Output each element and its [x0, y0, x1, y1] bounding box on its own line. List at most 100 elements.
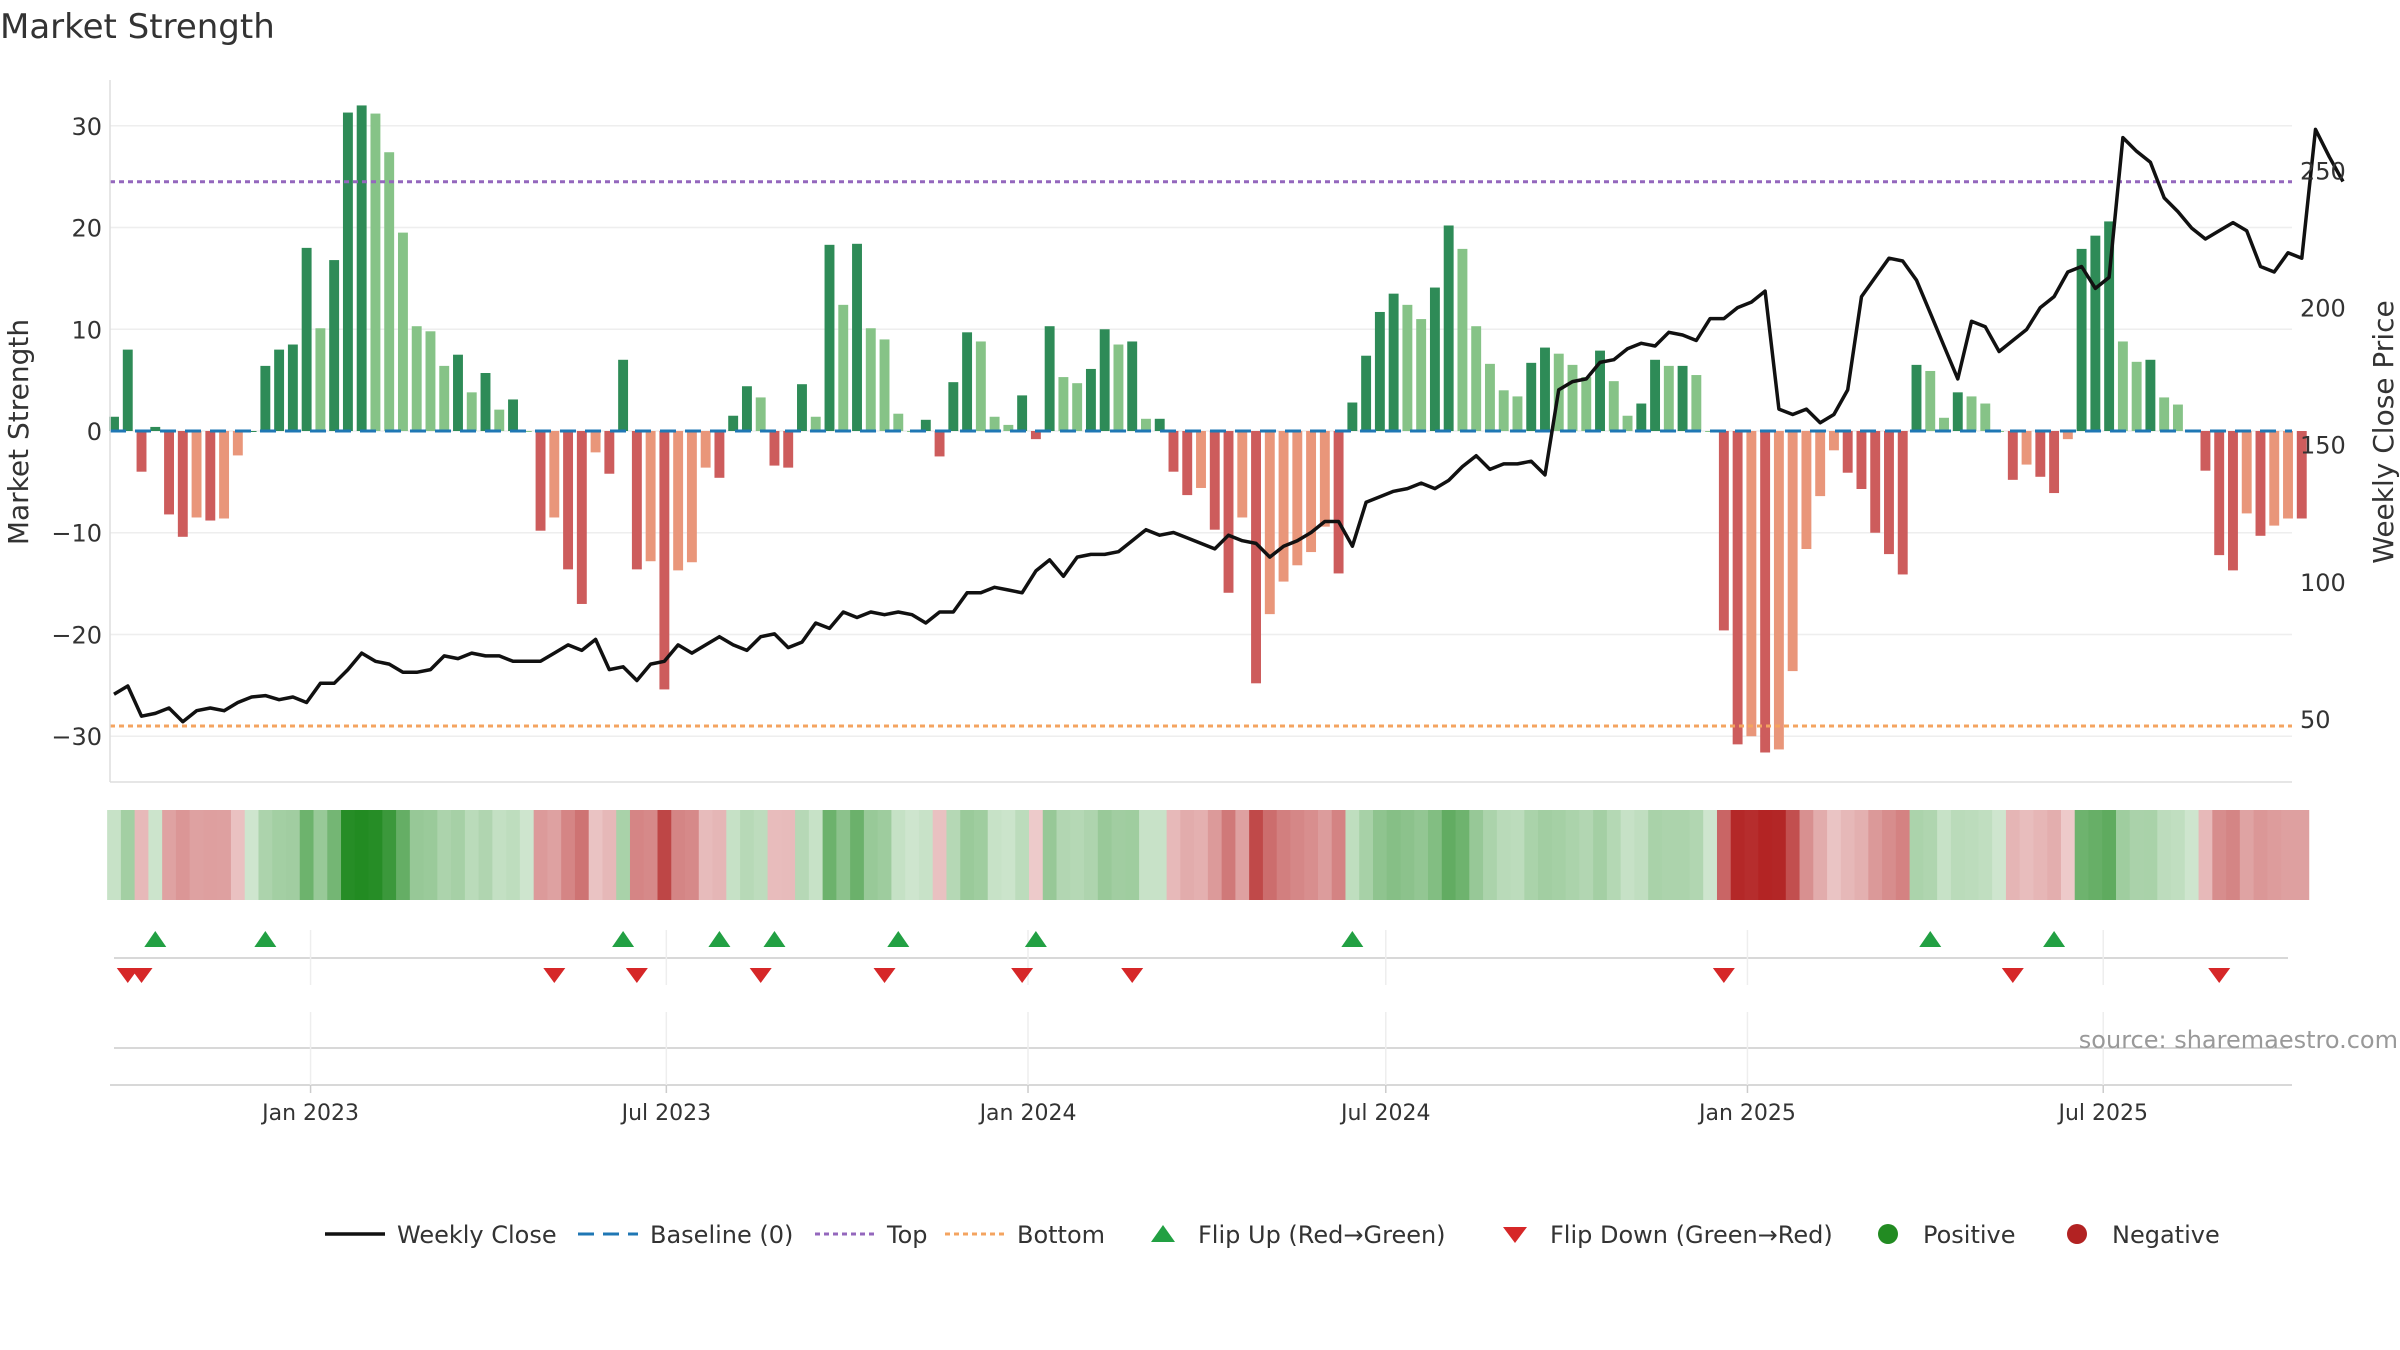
heat-cell	[519, 810, 535, 900]
heat-cell	[1703, 810, 1718, 900]
strength-bar	[948, 382, 959, 431]
triangle-up-icon	[1151, 1225, 1175, 1242]
heat-cell	[1978, 810, 1993, 900]
heat-cell	[2239, 810, 2255, 900]
strength-bar	[1567, 364, 1578, 431]
strength-bar	[1209, 431, 1220, 530]
strength-bar	[1980, 403, 1991, 431]
heat-cell	[1785, 810, 1801, 900]
strength-bar	[1484, 363, 1495, 431]
strength-bar	[2269, 431, 2280, 526]
heat-cell	[2088, 810, 2103, 900]
heat-cell	[1675, 810, 1691, 900]
strength-bar	[411, 326, 422, 431]
heat-cell	[451, 810, 466, 900]
heat-cell	[1620, 810, 1636, 900]
heat-cell	[1070, 810, 1085, 900]
strength-bar	[2255, 431, 2266, 536]
heat-cell	[877, 810, 893, 900]
strength-bar	[1815, 431, 1826, 497]
strength-bar	[2200, 431, 2211, 471]
strength-bar	[1388, 293, 1399, 431]
y-tick-label: 0	[87, 418, 102, 446]
strength-bar	[122, 349, 133, 431]
strength-bar	[631, 431, 642, 570]
legend-item: Negative	[2067, 1221, 2220, 1249]
heat-cell	[753, 810, 769, 900]
strength-bar	[1787, 431, 1798, 672]
heat-cell	[1386, 810, 1402, 900]
strength-bar	[1374, 311, 1385, 431]
strength-bar	[508, 399, 518, 431]
strength-bar	[1416, 319, 1427, 431]
strength-bar	[370, 113, 381, 431]
heat-cell	[2129, 810, 2145, 900]
heat-cell	[1414, 810, 1429, 900]
heat-cell	[932, 810, 948, 900]
strength-bar	[109, 416, 119, 431]
flip-down-marker	[130, 968, 153, 983]
strength-bar	[2076, 248, 2087, 431]
flip-down-marker	[2208, 968, 2231, 983]
heat-cell	[2198, 810, 2213, 900]
heat-cell	[1716, 810, 1732, 900]
heat-cell	[341, 810, 356, 900]
strength-heat-strip	[107, 810, 2310, 900]
strength-bar	[783, 431, 794, 468]
heat-cell	[1221, 810, 1236, 900]
heat-cell	[781, 810, 796, 900]
heat-cell	[1331, 810, 1347, 900]
heat-cell	[272, 810, 287, 900]
strength-bar	[232, 431, 243, 456]
heat-cell	[795, 810, 810, 900]
heat-cell	[1125, 810, 1140, 900]
strength-bar	[1003, 424, 1014, 431]
heat-cell	[1827, 810, 1842, 900]
flip-down-marker	[625, 968, 648, 983]
strength-bar	[1017, 395, 1028, 431]
strength-bar	[728, 415, 739, 431]
heat-cell	[588, 810, 604, 900]
strength-bar	[1760, 431, 1771, 753]
strength-bar	[645, 431, 656, 562]
heat-cell	[2019, 810, 2035, 900]
strength-bar	[1333, 431, 1344, 574]
strength-bar	[356, 105, 367, 431]
strength-bar	[246, 431, 257, 432]
strength-bar	[2145, 359, 2156, 431]
strength-bar	[549, 431, 560, 518]
heat-cell	[217, 810, 232, 900]
heat-cell	[1964, 810, 1980, 900]
strength-bar	[2062, 431, 2073, 440]
flip-down-marker	[543, 968, 566, 983]
y-tick-label: 30	[71, 113, 102, 141]
strength-bar	[962, 332, 973, 431]
strength-bar	[838, 304, 849, 431]
heat-cell	[1937, 810, 1952, 900]
strength-bar	[1966, 396, 1977, 431]
strength-bar	[1429, 287, 1440, 431]
heat-cell	[368, 810, 383, 900]
heat-cell	[1001, 810, 1016, 900]
strength-bar	[1141, 418, 1151, 431]
strength-bar	[2049, 431, 2060, 494]
strength-bar	[329, 260, 340, 431]
flip-markers	[110, 930, 2292, 1086]
heat-cell	[2184, 810, 2200, 900]
strength-bar	[2172, 404, 2183, 431]
heat-cell	[1111, 810, 1126, 900]
strength-bar	[920, 419, 931, 431]
heat-cell	[1042, 810, 1058, 900]
heat-cell	[1207, 810, 1223, 900]
strength-bar	[1113, 344, 1124, 431]
heat-cell	[1606, 810, 1622, 900]
flip-up-marker	[1024, 931, 1047, 947]
heat-cell	[643, 810, 659, 900]
strength-bar	[1306, 431, 1317, 553]
strength-bar	[1526, 362, 1537, 431]
strength-bar	[1030, 431, 1041, 440]
weekly-close-path	[113, 127, 2345, 724]
legend-item: Flip Up (Red→Green)	[1151, 1221, 1446, 1249]
strength-bar	[618, 359, 629, 431]
strength-bar	[535, 431, 546, 531]
